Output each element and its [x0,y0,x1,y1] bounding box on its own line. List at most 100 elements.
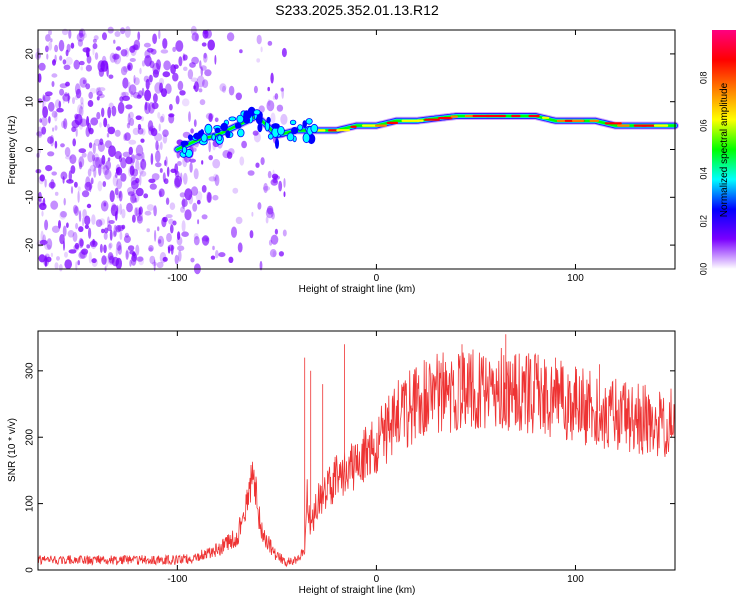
heatmap-noise-mark [128,111,134,119]
heatmap-noise-mark [108,145,116,157]
heatmap-noise-mark [156,144,160,153]
heatmap-noise-mark [121,208,126,219]
heatmap-noise-mark [212,245,215,251]
heatmap-noise-mark [113,224,118,237]
heatmap-noise-mark [184,188,193,201]
heatmap-noise-mark [128,139,137,145]
snr-y-tick-label: 200 [25,428,36,445]
heatmap-noise-mark [140,116,144,122]
heatmap-noise-mark [89,87,97,94]
heatmap-noise-mark [143,42,151,48]
heatmap-noise-mark [154,229,157,242]
heatmap-noise-mark [200,65,207,71]
heatmap-noise-mark [148,125,156,133]
heatmap-noise-mark [62,225,67,237]
heatmap-noise-mark [153,205,157,217]
heatmap-noise-mark [102,164,110,176]
heatmap-noise-mark [141,152,145,162]
heatmap-noise-mark [256,58,261,63]
heatmap-noise-mark [134,197,138,203]
heatmap-noise-mark [67,92,70,104]
heatmap-noise-mark [78,161,83,170]
heatmap-noise-mark [123,133,128,141]
heatmap-noise-mark [101,107,105,118]
heatmap-noise-mark [108,242,113,249]
spectrogram-x-tick-label: 0 [374,273,380,284]
heatmap-noise-mark [273,175,280,180]
heatmap-noise-mark [180,206,186,213]
heatmap-noise-mark [38,62,46,71]
heatmap-noise-mark [76,32,85,42]
heatmap-noise-mark [163,60,171,71]
heatmap-noise-mark [195,33,199,42]
heatmap-noise-mark [135,115,142,120]
heatmap-noise-mark [190,25,197,36]
heatmap-noise-mark [91,258,97,264]
heatmap-noise-mark [93,138,101,147]
heatmap-noise-mark [130,91,134,97]
heatmap-noise-mark [192,202,198,212]
heatmap-noise-mark [48,29,52,36]
heatmap-noise-mark [189,62,196,68]
heatmap-noise-mark [99,138,104,146]
heatmap-noise-mark [181,197,186,209]
heatmap-noise-mark [169,103,173,111]
snr-x-tick-label: -100 [167,574,187,585]
heatmap-noise-mark [141,60,146,67]
heatmap-noise-mark [247,170,255,176]
heatmap-noise-mark [93,153,99,162]
heatmap-noise-mark [99,243,103,253]
heatmap-noise-mark [51,81,55,87]
heatmap-noise-mark [212,139,217,151]
heatmap-noise-mark [270,178,279,186]
heatmap-noise-mark [131,193,140,203]
heatmap-noise-mark [179,192,186,198]
heatmap-noise-mark [77,104,83,115]
heatmap-noise-mark [202,79,209,88]
heatmap-noise-mark [252,130,259,136]
heatmap-noise-mark [93,35,99,41]
heatmap-noise-mark [78,156,85,168]
heatmap-noise-mark [166,232,172,243]
heatmap-noise-mark [48,116,51,124]
spectrogram-y-tick-label: -10 [25,190,36,205]
heatmap-noise-mark [66,222,69,228]
heatmap-noise-mark [151,173,160,181]
heatmap-noise-mark [172,46,177,53]
colorbar-gradient [712,30,736,269]
heatmap-noise-mark [144,89,152,102]
heatmap-noise-mark [120,27,126,35]
heatmap-noise-mark [202,29,209,39]
heatmap-noise-mark [116,241,122,251]
heatmap-noise-mark [39,118,43,123]
heatmap-noise-mark [161,113,165,123]
heatmap-noise-mark [79,106,84,117]
heatmap-ridge-blob [266,116,271,124]
heatmap-noise-mark [132,251,136,257]
figure-title: S233.2025.352.01.13.R12 [275,2,439,18]
heatmap-noise-mark [270,72,274,84]
heatmap-noise-mark [226,151,233,159]
heatmap-noise-mark [44,255,48,268]
heatmap-noise-mark [65,56,73,66]
heatmap-noise-mark [79,239,84,247]
heatmap-noise-mark [106,133,110,138]
heatmap-noise-mark [203,52,208,63]
heatmap-noise-mark [85,64,92,72]
heatmap-ridge-blob [244,111,252,120]
heatmap-noise-mark [113,39,116,44]
heatmap-noise-mark [58,39,65,52]
heatmap-noise-mark [63,118,68,130]
heatmap-noise-mark [45,165,53,172]
heatmap-noise-mark [54,140,58,149]
heatmap-noise-mark [263,182,268,194]
heatmap-noise-mark [146,228,150,233]
heatmap-noise-mark [78,29,84,38]
heatmap-noise-mark [143,75,150,83]
heatmap-noise-mark [193,119,197,127]
heatmap-noise-mark [199,60,202,69]
heatmap-noise-mark [136,212,143,222]
heatmap-noise-mark [144,210,152,216]
heatmap-noise-mark [281,87,285,99]
